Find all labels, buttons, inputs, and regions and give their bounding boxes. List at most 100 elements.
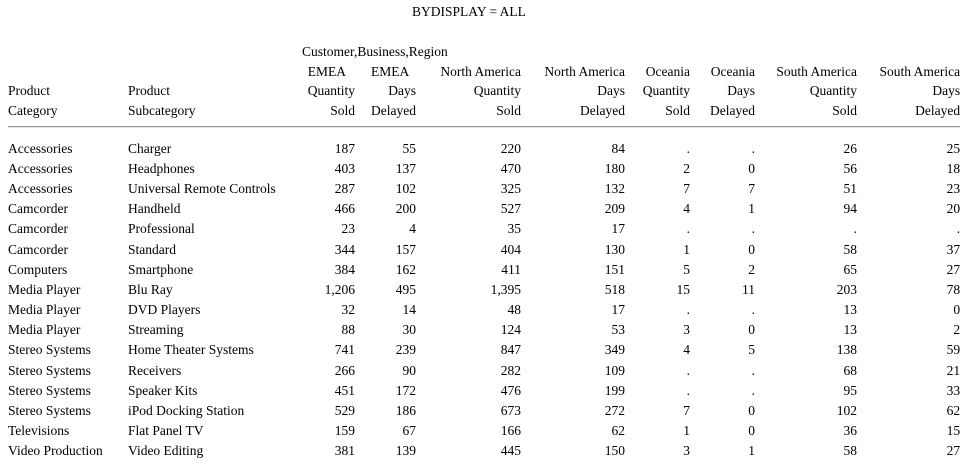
value-cell: 139 [395, 443, 416, 459]
col-header-emea-quantity-sold: EMEA Quantity Sold [302, 62, 355, 121]
value-cell: 1 [748, 443, 755, 459]
value-cell: 404 [500, 241, 521, 257]
value-cell: . [686, 140, 690, 156]
value-cell: 180 [604, 160, 625, 176]
value-cell: . [686, 302, 690, 318]
column-header-line: Subcategory [128, 103, 196, 119]
value-cell: 3 [683, 443, 690, 459]
value-cell: 466 [334, 201, 355, 217]
value-cell: 151 [604, 261, 625, 277]
product-subcategory-cell: Speaker Kits [128, 382, 198, 398]
product-subcategory-cell: iPod Docking Station [128, 402, 245, 418]
table-row: Media Player DVD Players 32 14 48 17.. 13 0 [8, 300, 960, 320]
value-cell: . [853, 221, 857, 237]
value-cell: 445 [500, 443, 521, 459]
product-category-cell: Camcorder [8, 201, 68, 217]
column-header-line: Delayed [371, 103, 416, 119]
value-cell: 36 [843, 423, 858, 438]
column-header-line: Quantity [809, 83, 857, 99]
table-row: Accessories Headphones 403 137 470 180 2 0 56 18 [8, 159, 960, 179]
col-header-south-america-days-delayed: South America Days Delayed [857, 62, 960, 121]
value-cell: 2 [953, 322, 961, 338]
column-header-line: EMEA [371, 63, 410, 79]
value-cell: 172 [395, 382, 416, 398]
value-cell: 7 [748, 181, 755, 197]
table-row: Media Player Blu Ray 1,206 495 1,395 518 15 11 2… [8, 280, 960, 300]
report-header: Customer,Business,Region Product Categor… [8, 42, 961, 139]
value-cell: 0 [748, 423, 755, 438]
product-category-cell: Media Player [8, 281, 81, 297]
value-cell: 55 [402, 140, 417, 156]
value-cell: 287 [334, 181, 355, 197]
value-cell: 78 [946, 281, 961, 297]
value-cell: 159 [334, 423, 355, 438]
column-header-line: Sold [832, 103, 857, 119]
value-cell: 1 [683, 241, 690, 257]
value-cell: 67 [402, 423, 417, 438]
col-header-emea-days-delayed: EMEA Days Delayed [355, 62, 416, 121]
product-category-cell: Stereo Systems [8, 382, 91, 398]
value-cell: 186 [395, 402, 416, 418]
report-table: Customer,Business,Region Product Categor… [8, 42, 961, 461]
column-header-line: North America [544, 63, 625, 79]
product-category-cell: Video Production [8, 443, 103, 459]
value-cell: 272 [604, 402, 625, 418]
value-cell: 199 [604, 382, 625, 398]
value-cell: 26 [843, 140, 858, 156]
value-cell: 102 [395, 181, 416, 197]
value-cell: 3 [683, 322, 690, 338]
value-cell: 27 [946, 261, 961, 277]
col-header-north-america-days-delayed: North America Days Delayed [521, 62, 625, 121]
value-cell: 48 [507, 302, 522, 318]
spanning-header-spacer [8, 42, 302, 62]
column-header-line: Days [932, 83, 961, 99]
value-cell: 2 [683, 160, 690, 176]
value-cell: 741 [334, 342, 355, 358]
value-cell: 51 [843, 181, 858, 197]
table-row: Camcorder Handheld 466 200 527 209 4 1 94 20 [8, 199, 960, 219]
header-rule [8, 125, 961, 128]
value-cell: 84 [611, 140, 626, 156]
table-row: Video Production Video Editing 381 139 445 15… [8, 441, 960, 461]
value-cell: 239 [395, 342, 416, 358]
value-cell: 130 [604, 241, 625, 257]
product-subcategory-cell: Blu Ray [128, 281, 173, 297]
value-cell: 1,206 [324, 281, 355, 297]
header-stack: EMEA Quantity Sold [308, 62, 355, 121]
product-subcategory-cell: Handheld [128, 201, 181, 217]
spanning-header-row: Customer,Business,Region [8, 42, 960, 62]
value-cell: 13 [843, 302, 858, 318]
col-header-product-category: Product Category [8, 62, 128, 121]
table-row: Stereo Systems Home Theater Systems 741 239… [8, 340, 960, 360]
product-subcategory-cell: Headphones [128, 160, 195, 176]
column-header-line: Oceania [645, 63, 690, 79]
table-row: Stereo Systems Speaker Kits 451 172 476 199..… [8, 381, 960, 401]
column-header-line: Delayed [710, 103, 755, 119]
value-cell: 349 [604, 342, 625, 358]
product-subcategory-cell: Smartphone [128, 261, 194, 277]
value-cell: 220 [500, 140, 521, 156]
value-cell: 0 [748, 402, 755, 418]
value-cell: . [956, 221, 961, 237]
value-cell: 56 [843, 160, 858, 176]
value-cell: 11 [742, 281, 755, 297]
value-cell: 451 [334, 382, 355, 398]
product-category-cell: Computers [8, 261, 68, 277]
column-header-line: South America [879, 63, 961, 79]
column-header-line: Sold [496, 103, 521, 119]
value-cell: 32 [341, 302, 356, 318]
product-category-cell: Televisions [8, 423, 70, 438]
column-header-line: North America [440, 63, 521, 79]
product-subcategory-cell: Flat Panel TV [128, 423, 204, 438]
value-cell: 527 [500, 201, 521, 217]
table-row: Computers Smartphone 384 162 411 151 5 2 65 27 [8, 260, 960, 280]
value-cell: 137 [395, 160, 416, 176]
spanning-header: Customer,Business,Region [302, 44, 448, 59]
value-cell: 847 [500, 342, 521, 358]
table-row: Camcorder Professional 23 4 35 17.... [8, 219, 960, 239]
value-cell: 138 [836, 342, 857, 358]
table-row: Stereo Systems Receivers 266 90 282 109.. 68 21 [8, 361, 960, 381]
column-header-row: Product Category Product Subcategory EME… [8, 62, 960, 121]
value-cell: 166 [500, 423, 521, 438]
value-cell: 14 [402, 302, 417, 318]
